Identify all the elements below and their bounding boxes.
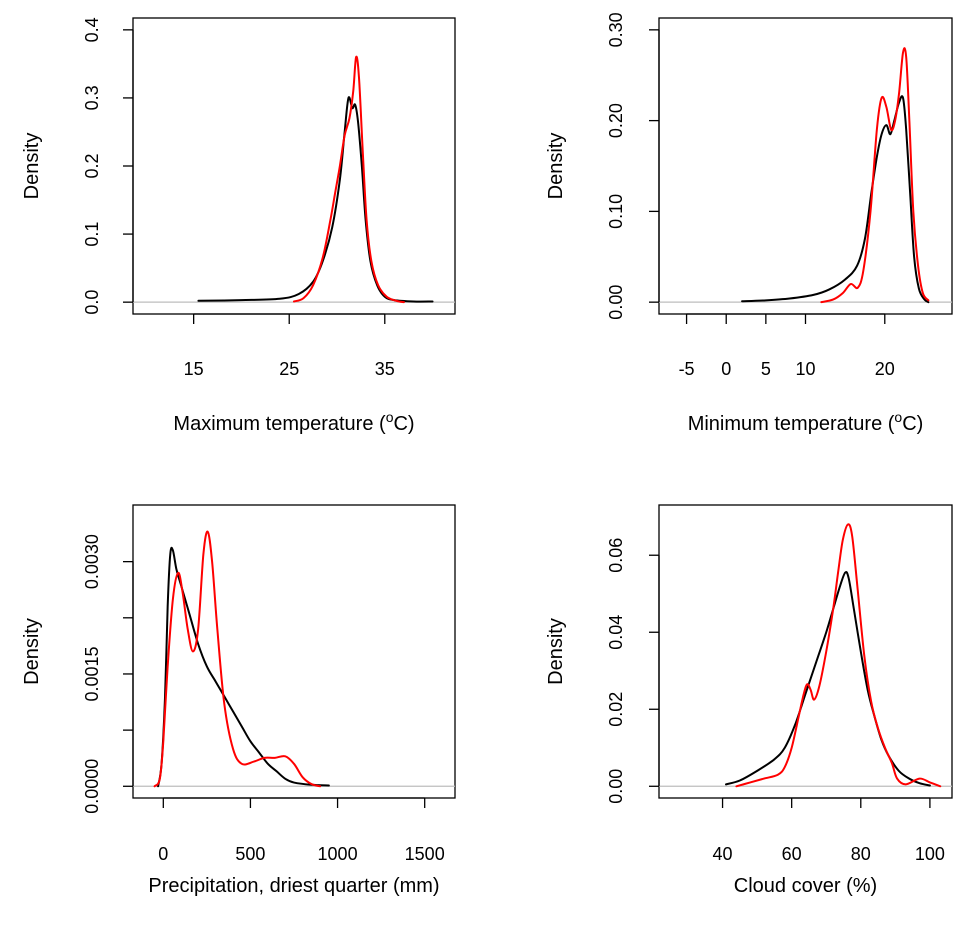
x-tick-label: 500: [235, 844, 265, 864]
x-tick-label: 60: [782, 844, 802, 864]
panel-4: 40 60 80 100 0.00 0.02 0.04 0.06 Cloud cover (%)…: [545, 504, 953, 897]
x-tick-label: 1000: [318, 844, 358, 864]
density-curve-red: [153, 530, 322, 788]
density-curve-black: [741, 95, 930, 304]
y-axis-title: Density: [545, 618, 567, 685]
y-axis-title: Density: [21, 133, 43, 200]
plot-frame: [658, 504, 953, 799]
x-tick-label: 25: [279, 359, 299, 379]
y-tick-label: 0.4: [82, 17, 102, 42]
panel-1: 15 25 35 0.0 0.1 0.2 0.3 0.4 Maximum temperature…: [21, 17, 456, 435]
y-tick-label: 0.06: [606, 538, 626, 573]
x-tick-label: 0: [721, 359, 731, 379]
x-axis-title: Maximum temperature (oC): [173, 409, 414, 435]
x-tick-label: 1500: [405, 844, 445, 864]
x-axis-title: Cloud cover (%): [734, 875, 877, 897]
x-tick-label: -5: [679, 359, 695, 379]
plot-frame: [132, 504, 456, 799]
density-curve-black: [197, 96, 434, 303]
panel-2: -5 0 5 10 20 0.00 0.10 0.20 0.30 Minimum temperat…: [545, 12, 953, 435]
y-tick-label: 0.04: [606, 615, 626, 650]
x-tick-label: 5: [761, 359, 771, 379]
y-tick-label: 0.02: [606, 692, 626, 727]
y-tick-label: 0.10: [606, 194, 626, 229]
x-tick-label: 80: [851, 844, 871, 864]
plot-frame: [132, 17, 456, 315]
x-axis-title: Precipitation, driest quarter (mm): [148, 875, 439, 897]
y-tick-label: 0.0030: [82, 534, 102, 589]
density-curve-red: [735, 523, 942, 788]
x-tick-label: 40: [713, 844, 733, 864]
y-axis-title: Density: [545, 133, 567, 200]
density-curve-red: [820, 47, 930, 304]
y-tick-label: 0.00: [606, 285, 626, 320]
y-tick-label: 0.0015: [82, 646, 102, 701]
x-tick-label: 35: [375, 359, 395, 379]
y-tick-label: 0.3: [82, 85, 102, 110]
x-axis-title: Minimum temperature (oC): [688, 409, 924, 435]
density-curve-black: [725, 571, 931, 787]
y-tick-label: 0.00: [606, 769, 626, 804]
density-curve-red: [293, 55, 405, 304]
density-curve-black: [157, 546, 330, 788]
x-tick-label: 20: [875, 359, 895, 379]
x-tick-label: 10: [795, 359, 815, 379]
y-tick-label: 0.1: [82, 222, 102, 247]
x-tick-label: 0: [158, 844, 168, 864]
y-tick-label: 0.0000: [82, 759, 102, 814]
y-axis-title: Density: [21, 618, 43, 685]
x-tick-label: 100: [915, 844, 945, 864]
x-tick-label: 15: [184, 359, 204, 379]
y-tick-label: 0.0: [82, 290, 102, 315]
panel-3: 0 500 1000 1500 0.0000 0.0015 0.0030 Precipitat…: [21, 504, 456, 897]
y-tick-label: 0.20: [606, 103, 626, 138]
y-tick-label: 0.30: [606, 12, 626, 47]
y-tick-label: 0.2: [82, 153, 102, 178]
